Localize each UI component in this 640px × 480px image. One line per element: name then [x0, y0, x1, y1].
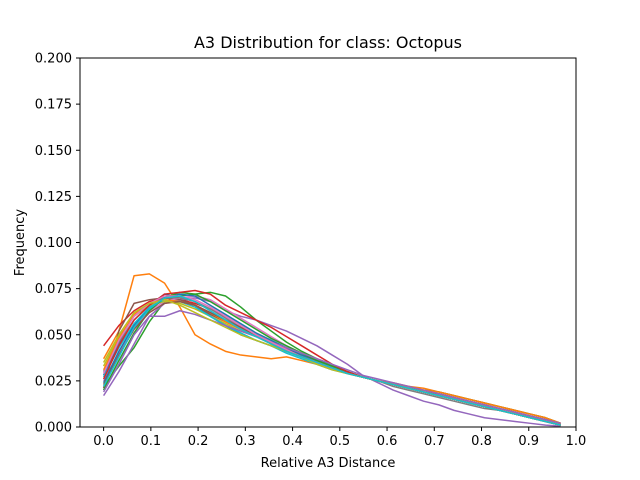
y-tick-label: 0.175: [35, 98, 72, 113]
series-lines: [102, 273, 561, 427]
y-tick-label: 0.025: [35, 374, 72, 389]
plot-frame: [79, 57, 577, 428]
series-line-18: [102, 295, 561, 426]
chart-title: A3 Distribution for class: Octopus: [194, 33, 462, 52]
series-line-14: [102, 310, 561, 425]
x-tick-label: 0.3: [235, 434, 256, 449]
x-tick-label: 0.4: [282, 434, 303, 449]
y-tick-label: 0.200: [35, 52, 72, 67]
y-tick-label: 0.150: [35, 144, 72, 159]
x-tick-label: 0.7: [424, 434, 445, 449]
series-line-11: [102, 298, 561, 425]
x-tick-label: 0.2: [188, 434, 209, 449]
x-tick-label: 0.0: [93, 434, 114, 449]
series-line-6: [102, 295, 561, 426]
y-tick-label: 0.100: [35, 236, 72, 251]
y-tick-label: 0.125: [35, 190, 72, 205]
x-axis-ticks: 0.0 0.1 0.2 0.3 0.4 0.5 0.6 0.7 0.8 0.9 1.0: [93, 427, 586, 449]
series-line-2: [103, 291, 561, 425]
y-axis-title: Frequency: [13, 209, 28, 276]
x-tick-label: 0.5: [329, 434, 350, 449]
x-tick-label: 0.1: [141, 434, 162, 449]
x-axis-title: Relative A3 Distance: [261, 456, 396, 471]
y-axis-ticks: 0.000 0.025 0.050 0.075 0.100 0.125 0.150 0.175…: [35, 52, 80, 436]
x-tick-label: 0.9: [518, 434, 539, 449]
y-tick-label: 0.075: [35, 282, 72, 297]
y-tick-label: 0.000: [35, 421, 72, 436]
x-tick-label: 0.8: [471, 434, 492, 449]
x-tick-label: 1.0: [566, 434, 587, 449]
y-tick-label: 0.050: [35, 328, 72, 343]
series-line-16: [102, 295, 561, 426]
x-tick-label: 0.6: [377, 434, 398, 449]
